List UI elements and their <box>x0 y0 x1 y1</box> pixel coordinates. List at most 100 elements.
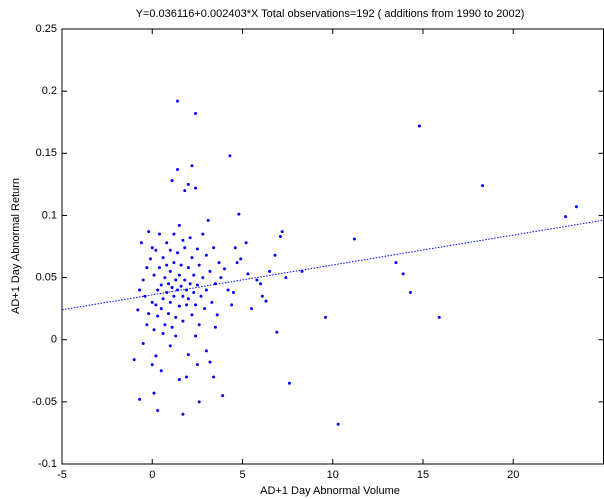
point <box>194 303 198 307</box>
point <box>437 315 441 319</box>
point <box>201 276 205 280</box>
point <box>161 332 165 335</box>
point <box>564 215 568 219</box>
point <box>186 353 190 357</box>
point <box>147 312 151 316</box>
point <box>172 294 176 298</box>
point <box>168 269 172 273</box>
point <box>268 269 272 273</box>
point <box>215 313 219 317</box>
point <box>222 267 226 271</box>
y-tick-label: 0 <box>51 334 57 346</box>
point <box>188 282 192 286</box>
point <box>185 288 189 292</box>
point <box>213 282 217 286</box>
point <box>132 358 136 362</box>
point <box>255 278 259 282</box>
point <box>250 307 254 311</box>
point <box>197 263 201 267</box>
point <box>165 241 169 245</box>
chart-title: Y=0.036116+0.002403*X Total observations… <box>136 8 525 20</box>
point <box>159 369 163 373</box>
fit-line <box>61 219 604 311</box>
point <box>176 167 180 171</box>
point <box>194 334 198 338</box>
point <box>170 179 174 183</box>
point <box>152 328 156 332</box>
point <box>165 263 169 267</box>
point <box>190 313 194 317</box>
point <box>208 269 212 273</box>
point <box>481 184 485 188</box>
point <box>284 276 288 280</box>
point <box>152 273 156 277</box>
point <box>273 253 277 257</box>
x-tick-label: 10 <box>327 469 339 481</box>
point <box>186 266 190 270</box>
point <box>230 303 234 307</box>
point <box>183 189 187 193</box>
point <box>219 276 223 280</box>
point <box>352 237 356 241</box>
point <box>145 323 149 327</box>
point <box>275 330 279 334</box>
point <box>154 248 158 252</box>
point <box>244 241 248 245</box>
point <box>176 251 180 255</box>
point <box>233 246 237 250</box>
point <box>417 124 421 128</box>
point <box>157 232 161 236</box>
point <box>185 303 189 307</box>
point <box>148 257 152 261</box>
point <box>168 300 172 304</box>
point <box>176 99 180 103</box>
point <box>161 256 165 260</box>
point <box>181 319 185 323</box>
point <box>192 290 196 294</box>
point <box>260 294 264 298</box>
point <box>259 282 263 286</box>
point <box>159 283 163 287</box>
x-tick-label: 0 <box>149 469 155 481</box>
plot-frame <box>61 28 604 465</box>
point <box>170 286 174 290</box>
point <box>280 230 284 234</box>
point <box>195 247 199 251</box>
point <box>231 290 235 294</box>
x-tick-label: -5 <box>57 469 67 481</box>
point <box>156 409 160 413</box>
point <box>197 323 201 327</box>
y-axis-label: AD+1 Day Abnormal Return <box>10 178 22 314</box>
point <box>183 246 187 250</box>
point <box>163 323 167 327</box>
point <box>206 218 210 222</box>
point <box>212 246 216 250</box>
point <box>204 253 208 257</box>
point <box>154 354 158 358</box>
point <box>141 278 145 282</box>
point <box>176 288 180 292</box>
point <box>138 288 142 292</box>
point <box>197 400 201 404</box>
point <box>174 334 178 338</box>
point <box>401 272 405 276</box>
point <box>212 375 216 379</box>
point <box>179 263 183 267</box>
point <box>143 294 147 298</box>
point <box>177 273 181 277</box>
point <box>185 375 189 379</box>
point <box>145 266 149 270</box>
point <box>217 261 221 265</box>
point <box>159 307 163 311</box>
point <box>154 303 158 307</box>
x-axis-label: AD+1 Day Abnormal Volume <box>260 485 400 497</box>
point <box>300 269 304 273</box>
point <box>181 238 185 242</box>
point <box>177 377 181 381</box>
point <box>157 266 161 270</box>
point <box>213 325 217 329</box>
y-tick-label: 0.25 <box>36 23 57 35</box>
point <box>156 314 160 318</box>
point <box>287 381 291 385</box>
